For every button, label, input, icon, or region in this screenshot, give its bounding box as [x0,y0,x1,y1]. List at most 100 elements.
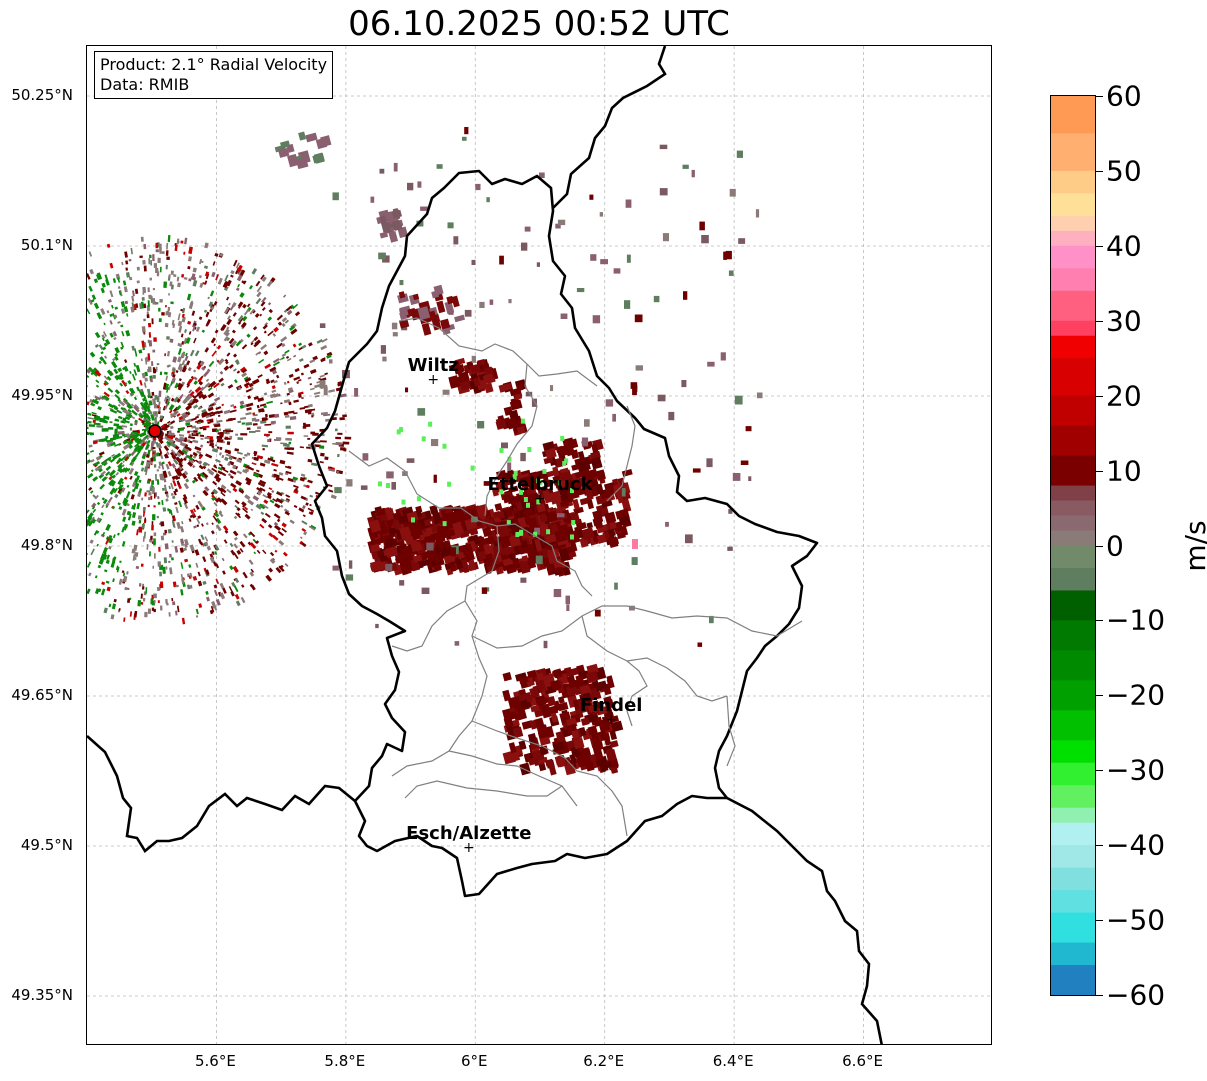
city-markers: +Wiltz+Ettelbruck+Findel+Esch/Alzette [406,355,642,856]
colorbar-band [1051,807,1095,824]
colorbar-tick-label: −20 [1106,678,1166,712]
city-label: Wiltz [408,355,459,376]
lat-tick-label: 50.1°N [20,236,73,254]
colorbar-band [1051,290,1095,322]
colorbar-band [1051,740,1095,764]
colorbar-band [1051,567,1095,591]
colorbar-gradient [1051,96,1095,996]
colorbar-unit-label: m/s [1179,520,1207,572]
colorbar-tick [1096,770,1103,772]
colorbar-tick [1096,395,1103,397]
colorbar-tick-label: −50 [1106,903,1166,937]
colorbar-tick [1096,545,1103,547]
lon-tick-label: 6.2°E [583,1052,625,1070]
city-marker-icon: + [534,491,546,507]
lat-tick-label: 49.35°N [11,986,73,1004]
colorbar-tick [1096,470,1103,472]
lon-tick-label: 5.8°E [324,1052,366,1070]
colorbar-band [1051,425,1095,457]
colorbar-band [1051,762,1095,786]
lon-tick-label: 6°E [461,1052,488,1070]
colorbar-band [1051,455,1095,487]
colorbar-tick [1096,96,1103,97]
colorbar-band [1051,942,1095,966]
colorbar-band [1051,680,1095,711]
radar-site-icon [148,424,162,438]
colorbar-band [1051,335,1095,359]
product-info-box: Product: 2.1° Radial Velocity Data: RMIB [94,51,334,99]
data-source-label: Data: RMIB [100,75,190,94]
city-label: Esch/Alzette [406,823,531,844]
colorbar-tick-label: 50 [1106,154,1142,188]
lat-tick-label: 49.95°N [11,386,73,404]
city-marker-icon: + [427,372,439,388]
border-be-fr [87,735,356,853]
colorbar-tick [1096,845,1103,847]
lon-tick-label: 6.6°E [842,1052,883,1070]
district-borders [348,317,803,837]
colorbar-band [1051,530,1095,546]
lat-tick-label: 49.65°N [11,686,73,704]
colorbar-band [1051,650,1095,681]
colorbar-tick-label: −60 [1106,978,1166,1012]
map-canvas: +Wiltz+Ettelbruck+Findel+Esch/Alzette [87,46,991,1044]
colorbar-tick [1096,320,1103,322]
colorbar-tick-label: −30 [1106,753,1166,787]
colorbar-band [1051,620,1095,651]
colorbar-band [1051,515,1095,532]
colorbar-band [1051,96,1095,134]
border-fr-de [726,796,883,1044]
colorbar-tick [1096,620,1103,622]
colorbar-band [1051,245,1095,269]
radar-site [148,424,162,438]
lat-tick-label: 49.8°N [20,536,73,554]
lat-tick-label: 50.25°N [11,86,73,104]
colorbar-band [1051,845,1095,869]
colorbar-band [1051,785,1095,809]
colorbar-tick-label: −10 [1106,603,1166,637]
colorbar-band [1051,320,1095,337]
colorbar-tick-label: 40 [1106,229,1142,263]
colorbar-band [1051,485,1095,502]
border-de [552,46,667,209]
colorbar-band [1051,822,1095,846]
lon-tick-label: 5.6°E [195,1052,236,1070]
colorbar-band [1051,965,1095,996]
lon-tick-label: 6.4°E [712,1052,754,1070]
colorbar-tick-label: 0 [1106,529,1124,562]
colorbar-tick [1096,695,1103,697]
colorbar-band [1051,395,1095,427]
colorbar-band [1051,710,1095,741]
colorbar-tick [1096,920,1103,922]
colorbar-tick-label: −40 [1106,828,1166,862]
velocity-colorbar [1050,95,1096,996]
city-label: Ettelbruck [487,474,593,495]
colorbar-band [1051,230,1095,247]
colorbar-band [1051,215,1095,232]
colorbar-band [1051,912,1095,944]
colorbar-tick-label: 10 [1106,454,1142,488]
colorbar-band [1051,500,1095,517]
colorbar-tick-label: 20 [1106,379,1142,413]
radar-echoes [87,127,763,776]
colorbar-tick [1096,995,1103,996]
colorbar-tick-label: 60 [1106,79,1142,113]
city-marker-icon: + [463,840,475,856]
colorbar-tick [1096,245,1103,247]
product-label: Product: 2.1° Radial Velocity [100,55,328,74]
colorbar-band [1051,545,1095,569]
map-title: 06.10.2025 00:52 UTC [348,4,730,44]
colorbar-tick-label: 30 [1106,304,1142,338]
colorbar-band [1051,358,1095,397]
colorbar-band [1051,867,1095,891]
colorbar-tick [1096,170,1103,172]
colorbar-band [1051,193,1095,217]
lat-tick-label: 49.5°N [20,836,73,854]
colorbar-band [1051,170,1095,194]
colorbar-band [1051,133,1095,172]
city-label: Findel [580,695,643,716]
radar-map[interactable]: + Wiltz + Ettelbruck + Findel + Esch/Alzette [86,45,992,1045]
colorbar-band [1051,590,1095,621]
city-marker-icon: + [605,712,617,728]
colorbar-band [1051,890,1095,914]
